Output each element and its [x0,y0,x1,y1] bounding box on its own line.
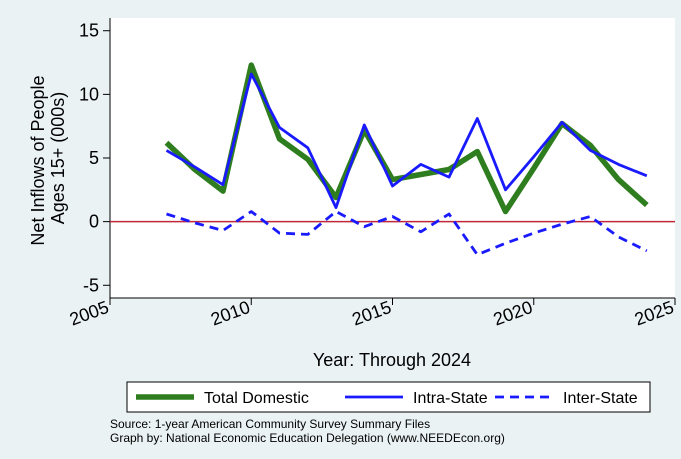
y-tick-label: -5 [83,275,99,295]
legend-label-total-domestic: Total Domestic [204,390,309,407]
y-axis-title: Net Inflows of People Ages 15+ (000s) [28,70,68,245]
y-axis-title-line-1: Net Inflows of People [28,75,48,245]
plot-area [110,18,675,298]
source-note: Source: 1-year American Community Survey… [110,417,430,431]
legend-label-intra-state: Intra-State [413,390,488,407]
series-line-intra-state [165,72,648,210]
y-axis-title-line-2: Ages 15+ (000s) [48,92,68,225]
y-tick-label: 15 [79,21,99,41]
legend: Total Domestic Intra-State Inter-State [126,381,651,413]
y-tick-label: 0 [89,212,99,232]
y-tick-label: 5 [89,148,99,168]
legend-label-inter-state: Inter-State [563,390,638,407]
y-axis-ticks: -5 0 5 10 15 [79,21,110,295]
series-line-inter-state [166,210,648,257]
x-axis-title: Year: Through 2024 [313,350,471,370]
series-lines [164,62,649,257]
credit-note: Graph by: National Economic Education De… [110,431,505,445]
y-tick-label: 10 [79,84,99,104]
